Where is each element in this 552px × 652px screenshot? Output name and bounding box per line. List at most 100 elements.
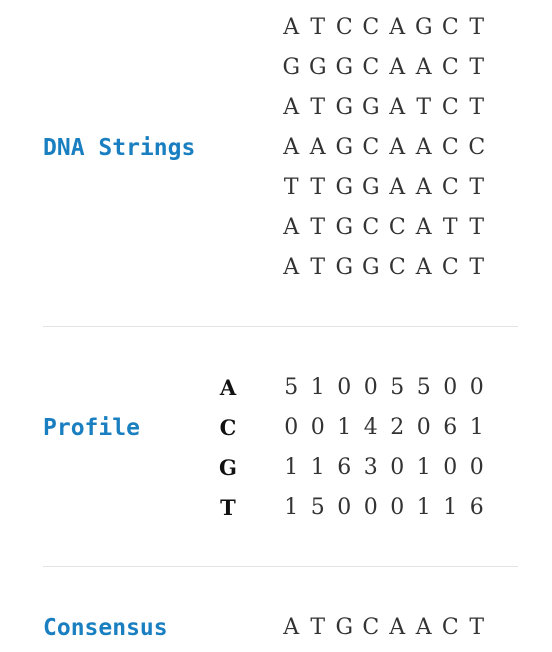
consensus-base: A <box>283 615 300 640</box>
profile-count: 5 <box>284 375 299 400</box>
profile-count: 1 <box>310 455 325 480</box>
profile-count: 0 <box>416 415 431 440</box>
dna-base: G <box>335 175 354 200</box>
profile-count: 5 <box>390 375 405 400</box>
profile-count: 6 <box>337 455 352 480</box>
consensus-base: A <box>415 615 432 640</box>
dna-base: A <box>389 15 406 40</box>
dna-base: G <box>335 135 354 160</box>
dna-base: C <box>362 135 380 160</box>
profile-count: 0 <box>443 375 458 400</box>
dna-base: C <box>362 215 380 240</box>
dna-strings-label: DNA Strings <box>43 135 196 161</box>
profile-count: 1 <box>284 495 299 520</box>
profile-label: Profile <box>43 415 140 441</box>
dna-base: G <box>282 55 301 80</box>
dna-base: A <box>309 135 326 160</box>
profile-count: 4 <box>363 415 378 440</box>
profile-count: 0 <box>363 375 378 400</box>
dna-base: G <box>335 95 354 120</box>
profile-count: 2 <box>390 415 405 440</box>
dna-base: T <box>442 215 458 240</box>
profile-count: 6 <box>443 415 458 440</box>
dna-base: A <box>415 135 432 160</box>
dna-base: G <box>308 55 327 80</box>
profile-count: 0 <box>310 415 325 440</box>
dna-base: G <box>335 215 354 240</box>
profile-count: 0 <box>469 455 484 480</box>
dna-base: G <box>361 175 380 200</box>
dna-base: T <box>469 15 485 40</box>
profile-count: 0 <box>469 375 484 400</box>
profile-row-label: A <box>219 375 237 400</box>
profile-count: 0 <box>363 495 378 520</box>
dna-base: G <box>335 255 354 280</box>
dna-base: A <box>415 55 432 80</box>
dna-base: T <box>469 175 485 200</box>
consensus-base: G <box>335 615 354 640</box>
section-divider <box>43 326 518 327</box>
dna-base: A <box>389 95 406 120</box>
dna-base: C <box>441 175 459 200</box>
dna-base: G <box>335 55 354 80</box>
dna-base: C <box>468 135 486 160</box>
dna-base: C <box>335 15 353 40</box>
consensus-base: T <box>310 615 326 640</box>
dna-base: T <box>310 255 326 280</box>
dna-base: G <box>361 95 380 120</box>
dna-base: G <box>361 255 380 280</box>
profile-row-label: C <box>219 415 237 440</box>
dna-base: C <box>441 15 459 40</box>
profile-count: 3 <box>363 455 378 480</box>
profile-count: 5 <box>416 375 431 400</box>
dna-base: A <box>415 215 432 240</box>
dna-base: T <box>310 15 326 40</box>
profile-row-label: T <box>220 495 236 520</box>
consensus-base: C <box>362 615 380 640</box>
section-divider <box>43 566 518 567</box>
dna-base: A <box>389 135 406 160</box>
profile-count: 1 <box>416 495 431 520</box>
dna-base: C <box>441 135 459 160</box>
dna-base: C <box>362 55 380 80</box>
dna-base: A <box>389 175 406 200</box>
dna-base: C <box>388 255 406 280</box>
dna-base: T <box>469 255 485 280</box>
dna-base: T <box>469 215 485 240</box>
profile-count: 6 <box>469 495 484 520</box>
dna-base: T <box>416 95 432 120</box>
profile-count: 1 <box>310 375 325 400</box>
dna-base: T <box>469 95 485 120</box>
dna-base: A <box>283 95 300 120</box>
dna-base: A <box>415 255 432 280</box>
dna-base: T <box>310 175 326 200</box>
profile-row-label: G <box>219 455 237 480</box>
profile-count: 0 <box>390 495 405 520</box>
consensus-base: T <box>469 615 485 640</box>
profile-count: 1 <box>337 415 352 440</box>
dna-base: A <box>283 255 300 280</box>
dna-base: A <box>283 135 300 160</box>
dna-base: A <box>283 215 300 240</box>
profile-count: 0 <box>337 375 352 400</box>
dna-base: G <box>414 15 433 40</box>
dna-base: T <box>310 215 326 240</box>
profile-count: 1 <box>443 495 458 520</box>
profile-count: 5 <box>310 495 325 520</box>
profile-count: 0 <box>390 455 405 480</box>
dna-base: T <box>310 95 326 120</box>
profile-count: 1 <box>416 455 431 480</box>
consensus-base: C <box>441 615 459 640</box>
